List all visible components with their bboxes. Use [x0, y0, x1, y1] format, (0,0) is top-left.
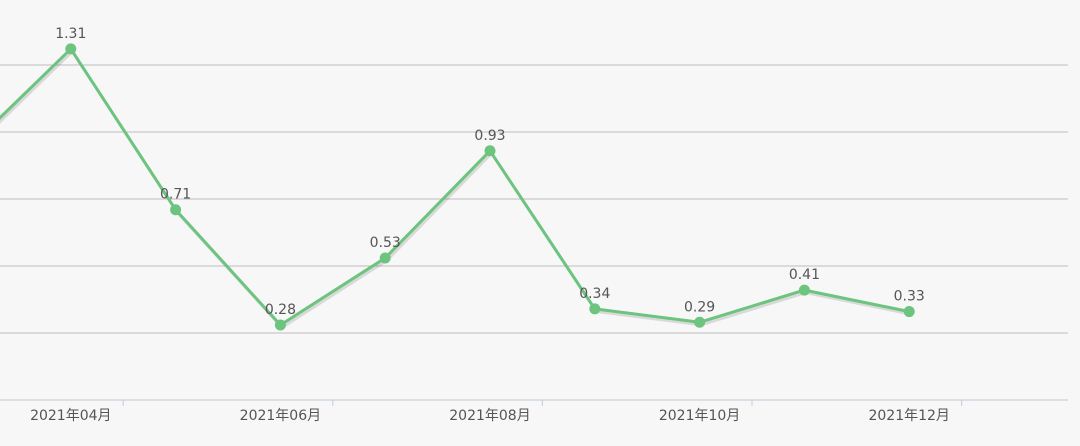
data-label-5: 0.93 — [474, 128, 505, 144]
data-point-4[interactable] — [379, 252, 391, 264]
data-label-6: 0.34 — [579, 286, 610, 302]
x-tick-label-1: 2021年06月 — [240, 408, 321, 424]
data-label-4: 0.53 — [370, 235, 401, 251]
x-tick-label-4: 2021年12月 — [868, 408, 949, 424]
data-label-1: 1.31 — [55, 26, 86, 42]
series-line-shadow-0 — [0, 49, 913, 329]
x-tick-label-0: 2021年04月 — [30, 408, 111, 424]
data-label-3: 0.28 — [265, 302, 296, 318]
data-point-1[interactable] — [65, 43, 77, 55]
data-point-5[interactable] — [484, 145, 496, 157]
series-line-0 — [0, 47, 911, 327]
x-tick-label-3: 2021年10月 — [659, 408, 740, 424]
data-point-9[interactable] — [903, 306, 915, 318]
data-labels: 1.31 0.71 0.28 0.53 0.93 0.34 0.29 0.41 0.33 — [55, 26, 925, 318]
data-point-2[interactable] — [170, 204, 182, 216]
data-label-9: 0.33 — [894, 289, 925, 305]
data-point-7[interactable] — [694, 316, 706, 328]
x-axis: 2021年04月 2021年06月 2021年08月 2021年10月 2021年12月 — [0, 399, 1068, 424]
gridlines — [0, 64, 1068, 334]
data-point-3[interactable] — [274, 319, 286, 331]
x-tick-label-2: 2021年08月 — [449, 408, 530, 424]
data-point-6[interactable] — [589, 303, 601, 315]
series-layer — [0, 43, 915, 331]
data-label-7: 0.29 — [684, 299, 715, 315]
data-label-8: 0.41 — [789, 267, 820, 283]
data-label-2: 0.71 — [160, 187, 191, 203]
data-point-8[interactable] — [798, 284, 810, 296]
